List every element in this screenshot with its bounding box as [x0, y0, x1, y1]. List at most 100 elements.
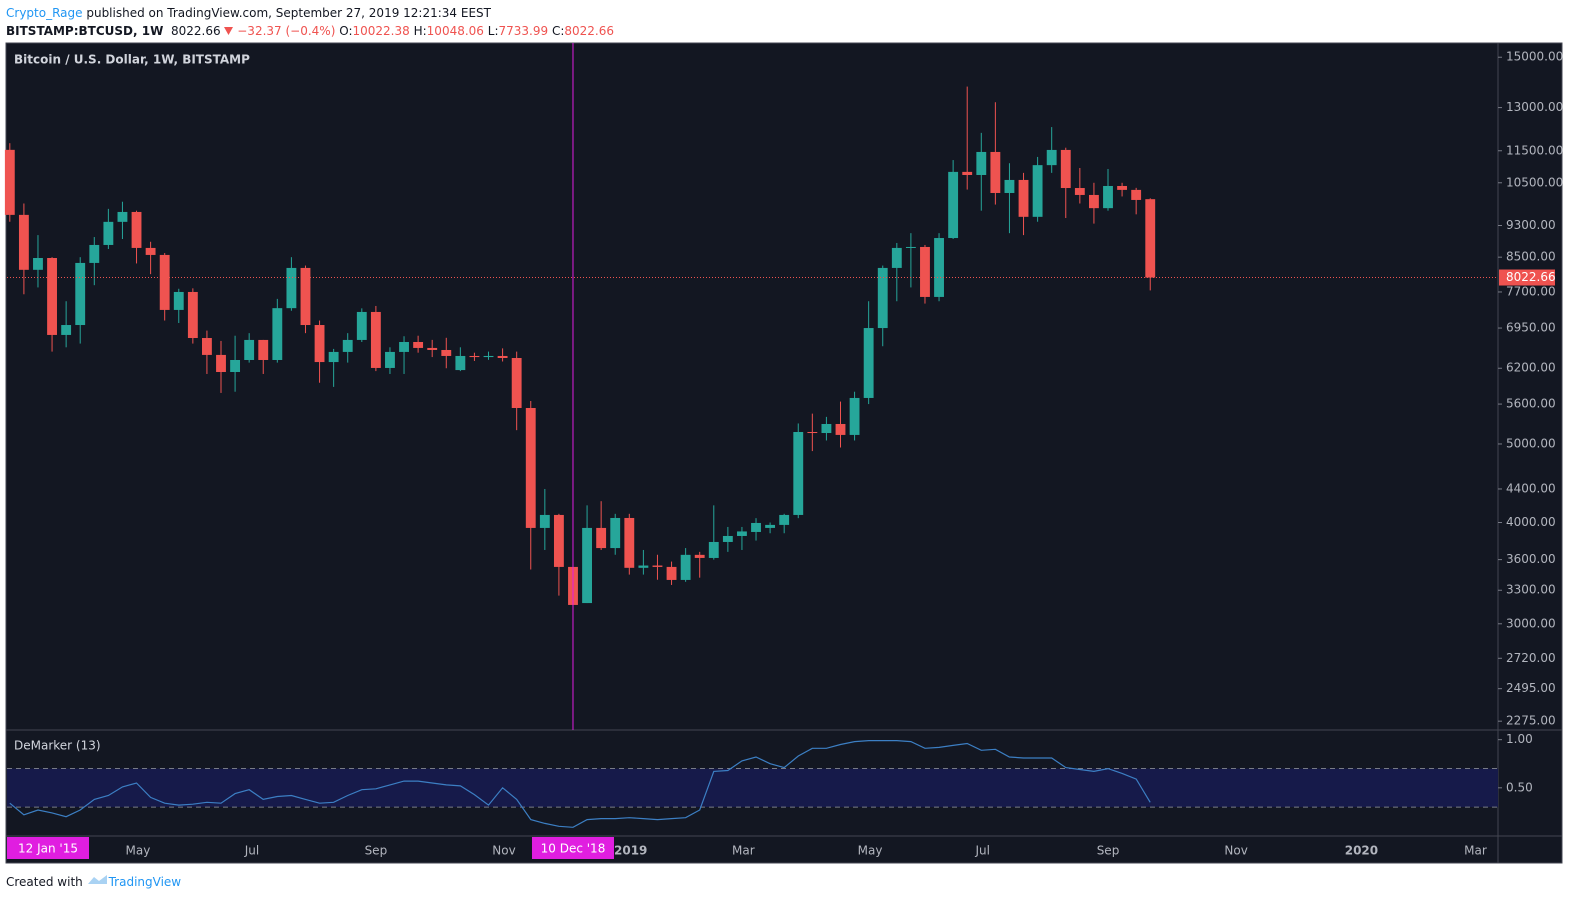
- brand[interactable]: TradingView: [108, 875, 182, 889]
- candle-body: [624, 517, 635, 568]
- candle-body: [399, 341, 409, 352]
- candle-body: [962, 171, 973, 175]
- candle-body: [1004, 179, 1015, 193]
- candle-body: [807, 431, 818, 434]
- candle-body: [821, 423, 832, 434]
- candle-body: [441, 349, 452, 356]
- footer: Created with TradingView: [6, 874, 181, 889]
- candle-body: [680, 554, 691, 580]
- candle-body: [539, 514, 550, 528]
- candle-body: [145, 247, 156, 255]
- y-tick-label: 4000.00: [1506, 515, 1556, 529]
- candle-body: [638, 565, 649, 568]
- x-tick-label: Nov: [1224, 844, 1247, 858]
- y-tick-label: 10500.00: [1506, 175, 1563, 189]
- candle-body: [370, 311, 381, 368]
- y-tick-label: 3300.00: [1506, 583, 1556, 597]
- change: −32.37 (−0.4%): [237, 24, 336, 38]
- candle-body: [610, 517, 621, 549]
- candle-body: [1131, 189, 1142, 200]
- x-tick-label: Mar: [732, 844, 755, 858]
- ohlc-c: 8022.66: [564, 24, 614, 38]
- candle-body: [891, 247, 902, 268]
- ohlc-l-label: L:: [487, 24, 499, 38]
- candle-body: [342, 339, 353, 352]
- y-tick-label: 2495.00: [1506, 681, 1556, 695]
- candle-body: [990, 151, 1001, 193]
- ohlc-h: 10048.06: [426, 24, 484, 38]
- candle-body: [131, 211, 142, 248]
- candle-body: [863, 328, 874, 398]
- candle-body: [722, 535, 733, 542]
- candle-body: [582, 527, 592, 604]
- candle-body: [652, 565, 663, 567]
- candle-body: [1046, 149, 1057, 166]
- y-tick-label: 5000.00: [1506, 436, 1556, 450]
- candle-body: [1088, 194, 1099, 209]
- y-tick-label: 1.00: [1506, 732, 1533, 746]
- candle-body: [694, 554, 705, 558]
- candle-body: [173, 291, 184, 310]
- x-tick-label: 12 Jan '15: [18, 842, 78, 856]
- candle-body: [33, 258, 43, 270]
- candle-body: [525, 407, 536, 528]
- candle-body: [779, 514, 790, 525]
- candle-body: [300, 267, 311, 326]
- candle-body: [385, 351, 395, 368]
- candle-body: [920, 246, 930, 297]
- chart-background: [5, 42, 1563, 864]
- x-tick-label: Nov: [492, 844, 515, 858]
- candle-body: [1018, 179, 1029, 217]
- candle-body: [905, 246, 916, 248]
- x-tick-label: Sep: [365, 844, 388, 858]
- candle-body: [553, 514, 564, 567]
- x-tick-label: May: [126, 844, 151, 858]
- ohlc-l: 7733.99: [498, 24, 549, 38]
- candle-body: [18, 214, 29, 270]
- candle-body: [201, 338, 212, 355]
- candle-body: [455, 355, 466, 371]
- chart-title: Bitcoin / U.S. Dollar, 1W, BITSTAMP: [14, 53, 250, 67]
- last-price-label: 8022.66: [1506, 270, 1556, 284]
- published: published on TradingView.com, September …: [86, 6, 491, 20]
- y-tick-label: 8500.00: [1506, 250, 1556, 264]
- y-tick-label: 6200.00: [1506, 361, 1556, 375]
- down-arrow: [224, 27, 234, 35]
- header: Crypto_Rage published on TradingView.com…: [6, 4, 614, 40]
- candle-body: [244, 339, 255, 360]
- candle-body: [497, 355, 508, 359]
- candle-body: [1060, 149, 1071, 189]
- candle-body: [765, 524, 776, 528]
- candle-body: [1145, 199, 1156, 278]
- candle-body: [469, 355, 480, 358]
- header-line-2: BITSTAMP:BTCUSD, 1W 8022.66 −32.37 (−0.4…: [6, 22, 614, 40]
- candle-body: [47, 258, 57, 335]
- candle-body: [61, 325, 72, 335]
- x-tick-label: Jul: [244, 844, 259, 858]
- candle-body: [708, 541, 719, 558]
- candle-body: [948, 171, 959, 239]
- candle-body: [89, 244, 100, 263]
- candle-body: [75, 262, 86, 326]
- x-tick-label: Jul: [974, 844, 989, 858]
- ohlc-c-label: C:: [551, 24, 565, 38]
- x-tick-label: 2020: [1345, 844, 1378, 858]
- candle-body: [258, 339, 269, 360]
- x-tick-highlight: [531, 837, 614, 859]
- x-tick-label: 2019: [614, 844, 647, 858]
- candle-body: [976, 151, 987, 175]
- header-line-1: Crypto_Rage published on TradingView.com…: [6, 4, 614, 22]
- ohlc-h-label: H:: [413, 24, 427, 38]
- candle-body: [934, 238, 944, 297]
- candle-body: [4, 149, 15, 215]
- candle-body: [666, 566, 677, 580]
- y-tick-label: 5600.00: [1506, 397, 1556, 411]
- x-tick-label: Mar: [1464, 844, 1487, 858]
- ohlc-o: 10022.38: [352, 24, 410, 38]
- y-tick-label: 3600.00: [1506, 552, 1556, 566]
- indicator-title: DeMarker (13): [14, 739, 101, 753]
- author[interactable]: Crypto_Rage: [6, 6, 83, 20]
- candle-body: [413, 341, 424, 348]
- ohlc-o-label: O:: [339, 24, 353, 38]
- y-tick-label: 13000.00: [1506, 100, 1563, 114]
